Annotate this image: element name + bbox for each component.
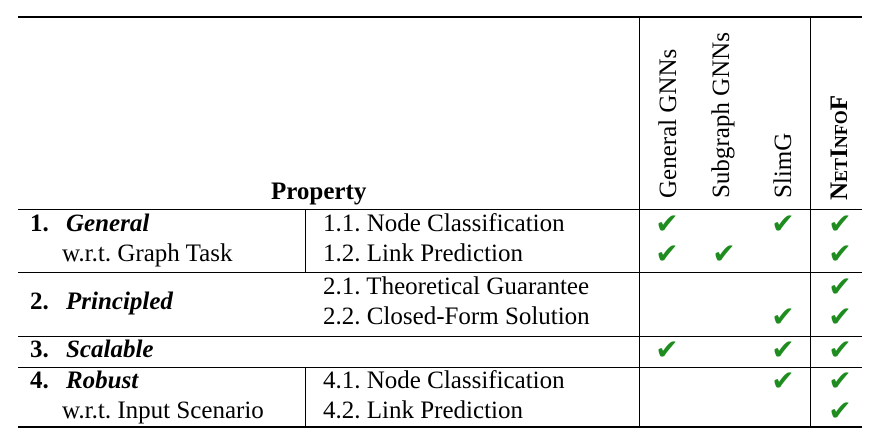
check-icon: ✔ — [771, 207, 795, 240]
check-icon: ✔ — [828, 333, 852, 366]
top-rule — [18, 16, 862, 18]
check-icon: ✔ — [655, 237, 679, 270]
column-rule — [305, 367, 306, 427]
row-number: 4. — [30, 367, 49, 394]
sub-property: 1.1. Node Classification — [323, 210, 565, 237]
column-rule — [810, 16, 811, 427]
check-icon: ✔ — [828, 394, 852, 427]
column-rule — [639, 16, 640, 427]
col-header-subgraph-gnns: Subgraph GNNs — [708, 32, 735, 198]
col-header-slimg: SlimG — [770, 132, 797, 198]
header-rule — [18, 209, 862, 210]
property-name: Scalable — [66, 336, 154, 363]
row-rule — [18, 367, 862, 368]
col-header-netinfof: NetInfoF — [826, 94, 853, 200]
sub-property: 4.2. Link Prediction — [323, 397, 523, 424]
row-number: 3. — [30, 336, 49, 363]
check-icon: ✔ — [828, 300, 852, 333]
check-icon: ✔ — [828, 237, 852, 270]
property-subtitle: w.r.t. Input Scenario — [62, 397, 264, 424]
check-icon: ✔ — [712, 237, 736, 270]
check-icon: ✔ — [655, 333, 679, 366]
sub-property: 1.2. Link Prediction — [323, 240, 523, 267]
property-name: Robust — [66, 367, 139, 394]
property-header: Property — [271, 178, 367, 205]
col-header-general-gnns: General GNNs — [655, 48, 682, 198]
row-rule — [18, 336, 862, 337]
sub-property: 2.1. Theoretical Guarantee — [323, 273, 590, 300]
check-icon: ✔ — [828, 270, 852, 303]
sub-property: 4.1. Node Classification — [323, 367, 565, 394]
property-name: General — [66, 210, 150, 237]
property-name: Principled — [66, 288, 173, 315]
check-icon: ✔ — [771, 364, 795, 397]
row-number: 1. — [30, 210, 49, 237]
check-icon: ✔ — [828, 364, 852, 397]
row-number: 2. — [30, 288, 49, 315]
property-subtitle: w.r.t. Graph Task — [62, 240, 233, 267]
check-icon: ✔ — [771, 300, 795, 333]
sub-property: 2.2. Closed-Form Solution — [323, 303, 590, 330]
column-rule — [305, 209, 306, 272]
check-icon: ✔ — [828, 207, 852, 240]
check-icon: ✔ — [655, 207, 679, 240]
row-rule — [18, 272, 862, 273]
bottom-rule — [18, 426, 862, 428]
check-icon: ✔ — [771, 333, 795, 366]
